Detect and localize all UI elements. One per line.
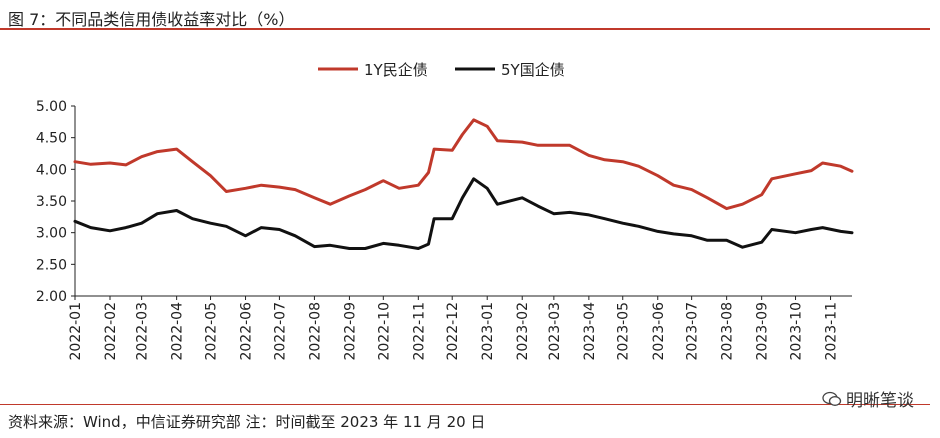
top-rule: [0, 28, 930, 30]
series-line-1y: [73, 118, 854, 211]
source-note: 资料来源：Wind，中信证券研究部 注：时间截至 2023 年 11 月 20 …: [8, 413, 486, 431]
x-tick-label: 2022-08: [307, 302, 323, 361]
x-tick-label: 2022-03: [135, 302, 151, 361]
x-tick-label: 2022-06: [239, 302, 255, 361]
legend-label-5y: 5Y国企债: [501, 61, 565, 79]
x-tick-label: 2022-02: [103, 302, 119, 361]
bottom-rule: [0, 404, 930, 405]
legend: 1Y民企债 5Y国企债: [318, 61, 565, 79]
x-tick-label: 2023-08: [720, 302, 736, 361]
figure-title: 图 7：不同品类信用债收益率对比（%）: [8, 10, 295, 29]
x-tick-label: 2022-01: [68, 302, 84, 361]
watermark-text: 明晰笔谈: [846, 391, 914, 411]
wechat-icon: [822, 391, 842, 406]
y-tick-label: 5.00: [36, 99, 67, 115]
x-tick-label: 2023-03: [547, 302, 563, 361]
y-tick-label: 3.50: [36, 194, 67, 210]
y-tick-label: 4.50: [36, 131, 67, 147]
y-tick-label: 4.00: [36, 162, 67, 178]
x-tick-label: 2023-02: [515, 302, 531, 361]
x-tick-label: 2023-09: [755, 302, 771, 361]
y-tick-label: 2.50: [36, 257, 67, 273]
series-line-5y: [73, 177, 854, 250]
x-tick-label: 2022-04: [170, 302, 186, 361]
x-tick-label: 2022-07: [272, 302, 288, 361]
x-tick-label: 2022-09: [342, 302, 358, 361]
x-tick-label: 2023-04: [582, 302, 598, 361]
x-tick-label: 2022-11: [411, 302, 427, 361]
x-tick-label: 2022-10: [376, 302, 392, 361]
y-tick-label: 3.00: [36, 226, 67, 242]
x-tick-label: 2023-10: [789, 302, 805, 361]
x-tick-label: 2023-05: [616, 302, 632, 361]
series-lines: [73, 118, 854, 250]
watermark: 明晰笔谈: [822, 386, 914, 411]
x-tick-label: 2023-06: [651, 302, 667, 361]
x-tick-label: 2022-05: [204, 302, 220, 361]
x-tick-label: 2023-01: [480, 302, 496, 361]
x-tick-label: 2023-11: [824, 302, 840, 361]
x-tick-label: 2022-12: [445, 302, 461, 361]
y-tick-label: 2.00: [36, 289, 67, 305]
legend-label-1y: 1Y民企债: [364, 61, 428, 79]
x-tick-label: 2023-07: [685, 302, 701, 361]
